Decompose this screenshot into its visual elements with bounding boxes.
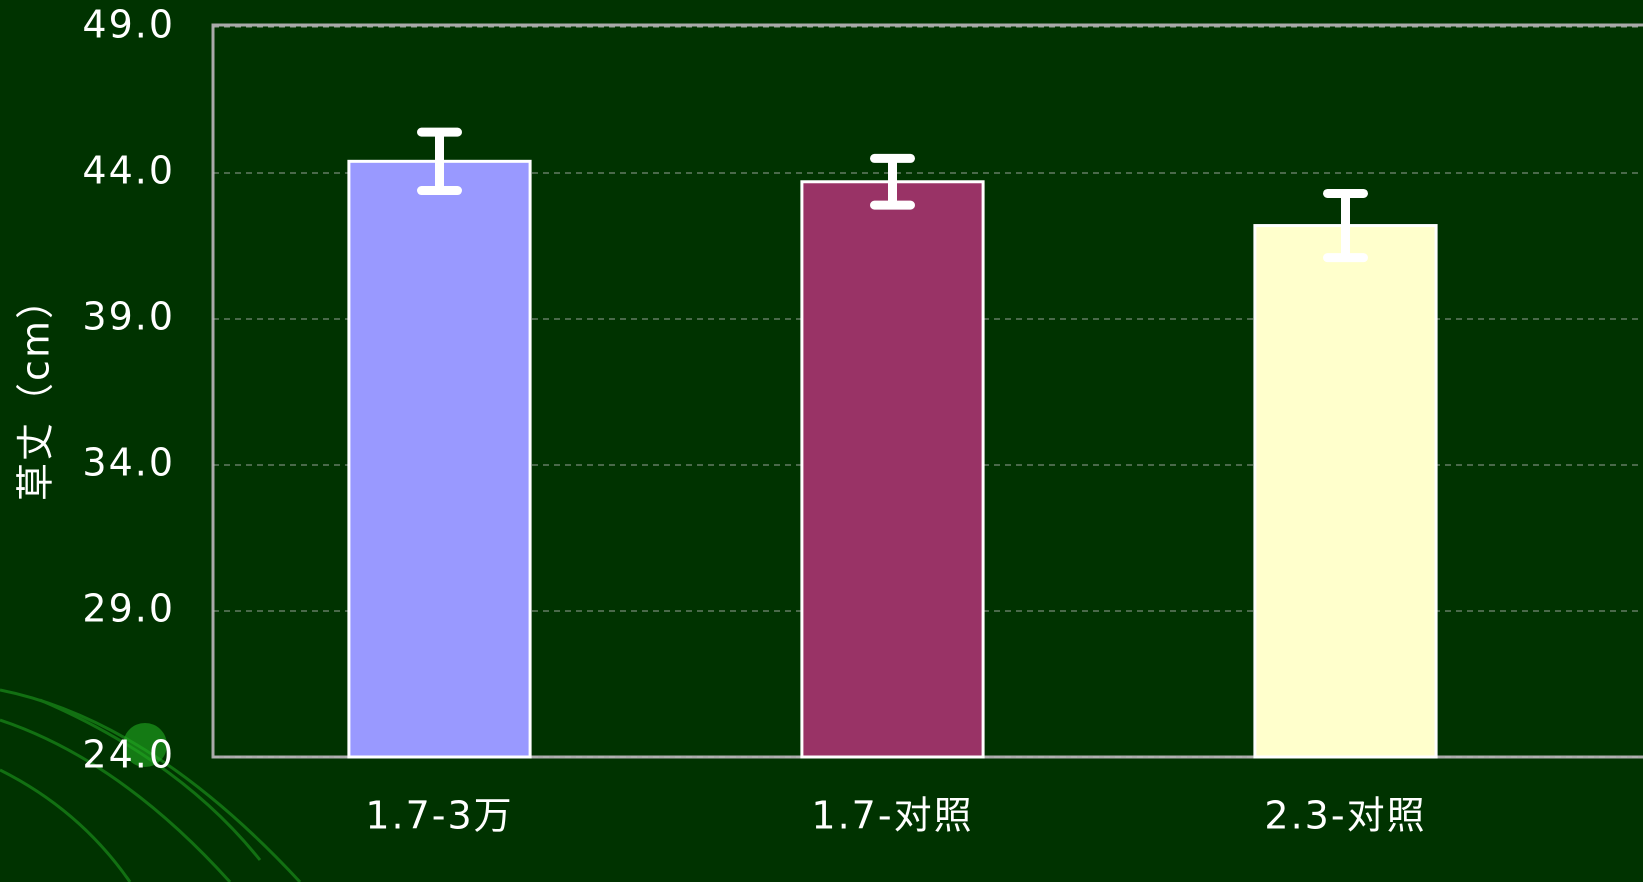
y-tick-label: 44.0: [82, 149, 175, 193]
y-tick-label: 49.0: [82, 3, 175, 47]
error-bar: [1323, 188, 1368, 263]
y-tick-label: 39.0: [82, 295, 175, 339]
x-tick-label: 1.7-3万: [365, 794, 513, 838]
bar: [1253, 224, 1438, 759]
bar: [347, 159, 532, 759]
error-bar: [417, 127, 462, 196]
y-tick-label: 34.0: [82, 441, 175, 485]
y-axis-label: 草丈（cm）: [14, 279, 58, 501]
x-tick-label: 2.3-对照: [1264, 794, 1426, 838]
error-bar: [870, 153, 915, 210]
decoration-dot: [123, 723, 167, 767]
bar: [800, 180, 985, 759]
y-tick-label: 29.0: [82, 587, 175, 631]
y-tick-label: 24.0: [82, 733, 175, 777]
x-tick-label: 1.7-对照: [811, 794, 973, 838]
